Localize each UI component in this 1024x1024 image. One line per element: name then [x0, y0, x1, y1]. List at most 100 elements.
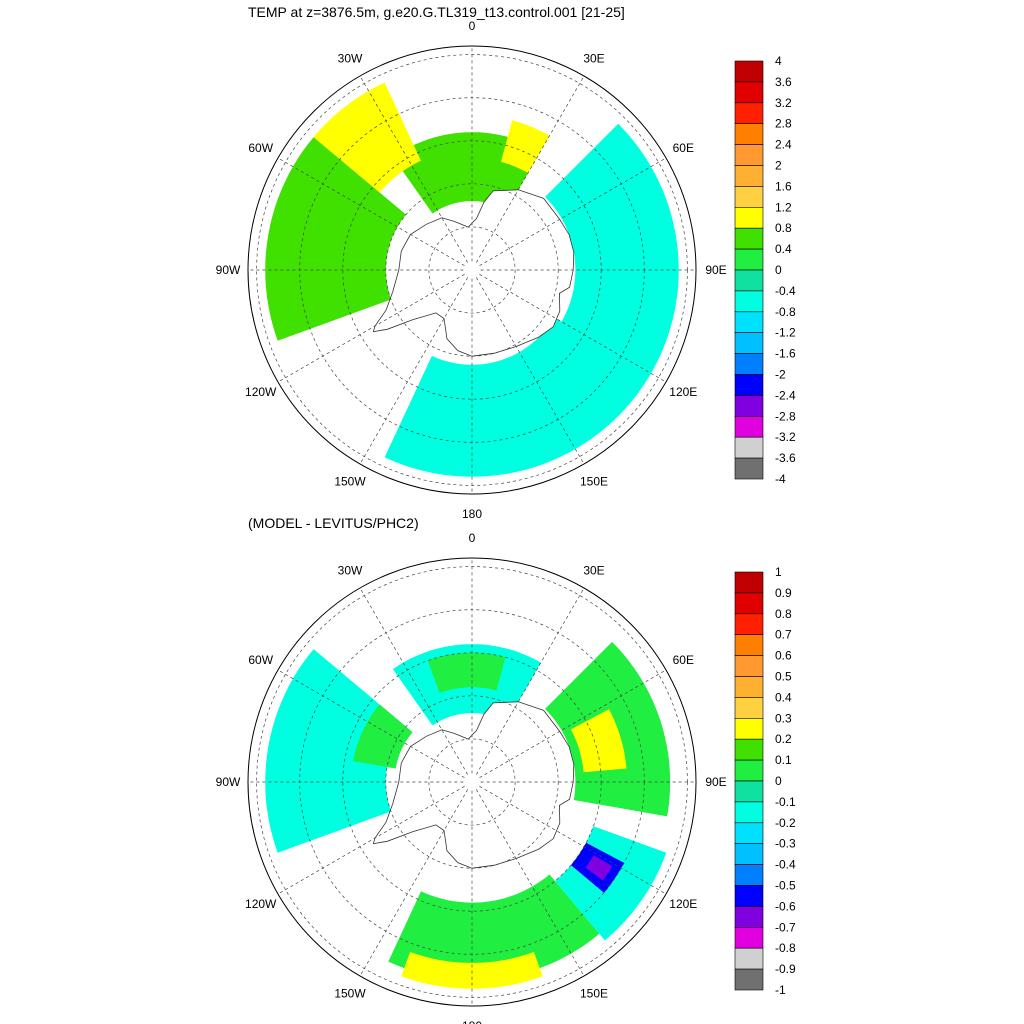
colorbar-swatch: [734, 144, 764, 166]
longitude-label: 30W: [338, 52, 363, 66]
latitude-line: [428, 226, 516, 314]
colorbar-label: 0.9: [775, 586, 792, 600]
longitude-label: 120E: [669, 897, 697, 911]
colorbar-label: 0.6: [775, 649, 792, 663]
longitude-label: 90E: [705, 263, 726, 277]
colorbar-swatch: [734, 415, 764, 438]
colorbar-label: -0.6: [775, 899, 796, 913]
colorbar-label: -4: [775, 472, 786, 486]
colorbar-swatch: [734, 395, 764, 417]
colorbar-label: -0.2: [775, 816, 796, 830]
colorbar-label: -0.4: [775, 858, 796, 872]
colorbar-swatch: [734, 374, 764, 396]
colorbar-swatch: [734, 738, 764, 761]
longitude-label: 60E: [673, 653, 694, 667]
longitude-label: 180: [462, 1019, 482, 1024]
colorbar-label: -0.9: [775, 962, 796, 976]
latitude-line: [428, 738, 516, 826]
region-ross-green: [427, 652, 506, 693]
colorbar-swatch: [734, 759, 764, 782]
colorbar-swatch: [734, 81, 764, 104]
panel-title: TEMP at z=3876.5m, g.e20.G.TL319_t13.con…: [248, 4, 625, 20]
colorbar-label: 0.4: [775, 690, 792, 704]
colorbar-swatch: [734, 436, 764, 459]
colorbar-label: -1.6: [775, 347, 796, 361]
colorbar-swatch: [734, 227, 764, 250]
colorbar-swatch: [734, 676, 764, 698]
longitude-label: 90W: [216, 775, 241, 789]
colorbar-label: 0.5: [775, 670, 792, 684]
region-south-pacific: [265, 137, 406, 341]
longitude-label: 150E: [580, 986, 608, 1000]
region-amundsen-green: [353, 704, 413, 769]
colorbar-label: 2: [775, 159, 782, 173]
data-field: [265, 641, 671, 989]
colorbar-label: -3.2: [775, 430, 796, 444]
longitude-label: 60W: [248, 653, 273, 667]
panel-title: (MODEL - LEVITUS/PHC2): [248, 515, 419, 531]
colorbar-swatch: [734, 332, 764, 354]
colorbar-swatch: [734, 592, 764, 615]
colorbar-label: -2.8: [775, 409, 796, 423]
map-border: [247, 45, 697, 495]
colorbar-swatch: [734, 822, 764, 844]
colorbar-swatch: [734, 248, 764, 271]
colorbar-label: -0.5: [775, 879, 796, 893]
colorbar-label: -1.2: [775, 326, 796, 340]
longitude-label: 90W: [216, 263, 241, 277]
longitude-label: 150W: [334, 474, 366, 488]
colorbar-label: 0.3: [775, 711, 792, 725]
colorbar-swatch: [734, 123, 764, 145]
colorbar-swatch: [734, 613, 764, 635]
colorbar-swatch: [734, 186, 764, 208]
colorbar-swatch: [734, 207, 764, 229]
region-weddell-north: [401, 952, 543, 989]
colorbar-label: -3.6: [775, 451, 796, 465]
longitude-label: 90E: [705, 775, 726, 789]
longitude-label: 0: [469, 19, 476, 33]
colorbar-swatch: [734, 655, 764, 677]
colorbar-label: -1: [775, 983, 786, 997]
latitude-line: [385, 183, 559, 357]
colorbar-label: 2.8: [775, 117, 792, 131]
map-border: [247, 557, 697, 1007]
longitude-label: 120W: [245, 385, 277, 399]
colorbar: 1 0.9 0.8 0.7 0.6 0.5 0.4 0.3 0.2 0.1 0 -0.1 -0.2 -0.…: [734, 565, 796, 997]
colorbar-swatch: [734, 165, 764, 187]
colorbar-label: 3.2: [775, 96, 792, 110]
colorbar-label: -0.8: [775, 941, 796, 955]
colorbar-swatch: [734, 311, 764, 333]
longitude-label: 180: [462, 507, 482, 521]
colorbar-swatch: [734, 697, 764, 719]
colorbar-label: 2.4: [775, 138, 792, 152]
colorbar-swatch: [734, 60, 764, 83]
colorbar-label: 1: [775, 565, 782, 579]
region-indian-sector: [545, 123, 679, 374]
colorbar-label: -0.8: [775, 305, 796, 319]
colorbar-swatch: [734, 634, 764, 656]
longitude-label: 30W: [338, 564, 363, 578]
longitude-label: 0: [469, 531, 476, 545]
colorbar-label: -0.1: [775, 795, 796, 809]
colorbar-label: -0.3: [775, 837, 796, 851]
colorbar-label: -0.7: [775, 920, 796, 934]
colorbar-swatch: [734, 353, 764, 375]
region-atlantic-sector: [384, 317, 652, 477]
colorbar-swatch: [734, 968, 764, 991]
colorbar-label: 0: [775, 774, 782, 788]
colorbar-swatch: [734, 906, 764, 928]
longitude-label: 30E: [583, 564, 604, 578]
colorbar-swatch: [734, 269, 764, 292]
colorbar-label: -2: [775, 368, 786, 382]
colorbar: 4 3.6 3.2 2.8 2.4 2 1.6 1.2 0.8 0.4 0 -0.4 -0.8 -1.2 -…: [734, 54, 796, 486]
colorbar-swatch: [734, 780, 764, 803]
colorbar-label: 1.6: [775, 179, 792, 193]
region-indian-yellow: [570, 709, 627, 773]
latitude-line: [385, 695, 559, 869]
colorbar-label: 3.6: [775, 75, 792, 89]
colorbar-swatch: [734, 571, 764, 594]
colorbar-label: -0.4: [775, 284, 796, 298]
colorbar-swatch: [734, 864, 764, 886]
colorbar-label: 0.4: [775, 242, 792, 256]
